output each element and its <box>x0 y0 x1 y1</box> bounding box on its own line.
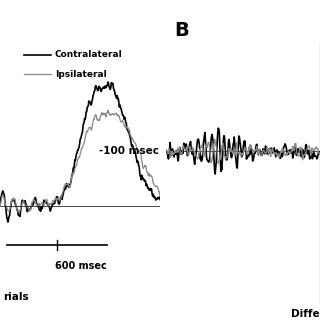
Text: 600 msec: 600 msec <box>55 261 107 271</box>
Text: Contralateral: Contralateral <box>55 50 123 59</box>
Text: -100 msec: -100 msec <box>99 146 159 156</box>
Text: Ipsilateral: Ipsilateral <box>55 70 107 79</box>
Text: B: B <box>174 20 189 40</box>
Text: Diffe: Diffe <box>292 309 320 319</box>
Text: rials: rials <box>3 292 28 302</box>
